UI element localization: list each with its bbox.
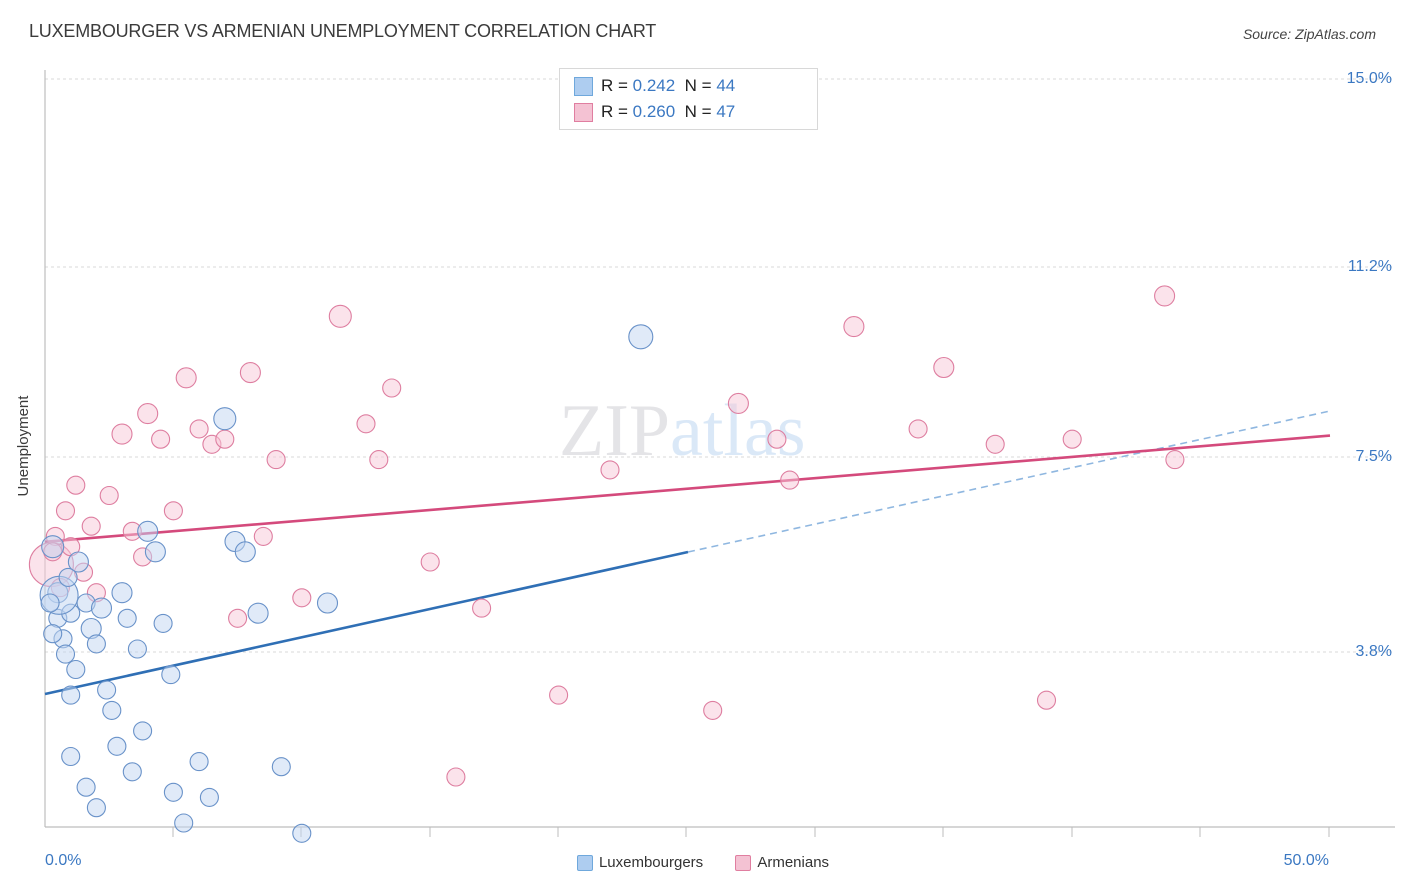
- svg-text:ZIPatlas: ZIPatlas: [559, 390, 806, 472]
